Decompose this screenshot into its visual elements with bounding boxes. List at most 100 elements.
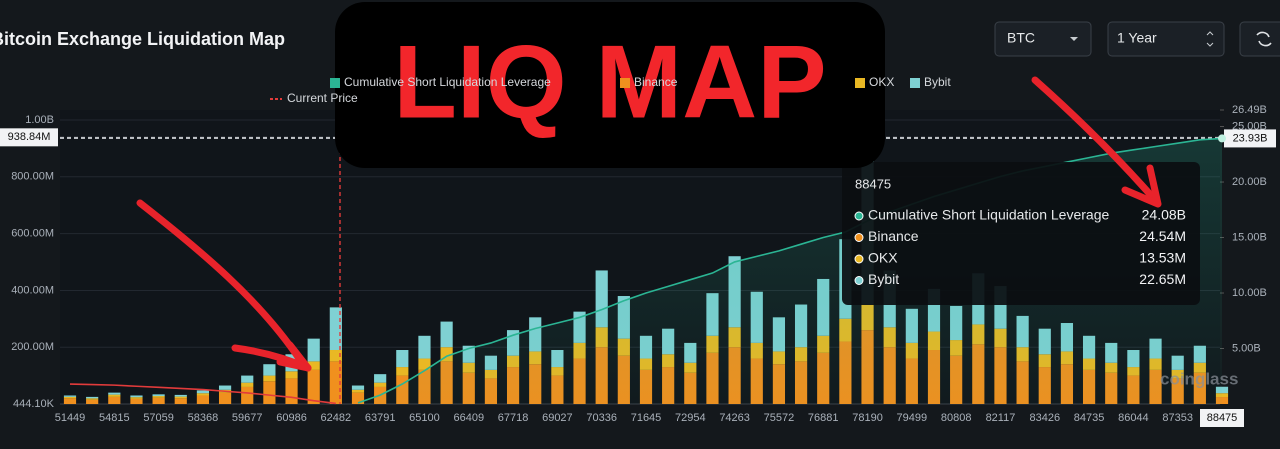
legend-swatch [330,78,340,88]
bar [307,369,320,404]
arrow [231,344,312,372]
tooltip-title: 88475 [855,176,891,191]
x-tick-label: 82117 [986,412,1016,424]
bar [440,321,453,348]
x-tick-label: 66409 [453,412,484,424]
x-tick-label: 80808 [941,412,972,424]
tooltip-label: Binance [868,228,919,244]
tooltip-dot [854,276,864,285]
bar [241,382,254,387]
tooltip-dot [854,211,864,221]
bar [108,396,121,404]
bar [152,394,165,397]
x-tick-label: 83426 [1029,412,1060,424]
select-box[interactable] [1107,21,1225,57]
range-select[interactable]: 1 Year [1107,21,1225,57]
legend-swatch [620,78,630,88]
bar [351,389,365,393]
bar [285,378,298,404]
tooltip-value: 24.08B [1142,207,1186,223]
watermark: coinglass [1160,369,1238,388]
bar [86,399,99,404]
bar [174,396,187,399]
coin-select[interactable]: BTC [994,21,1092,57]
bar [263,364,276,376]
bar [86,398,99,400]
tooltip: 88475 Cumulative Short Liquidation Lever… [842,162,1200,305]
bar [374,382,387,387]
bar [329,307,342,351]
bar [130,397,143,399]
select-text[interactable]: 1 Year [1117,30,1157,46]
bar [263,375,276,382]
x-tick-label: 71645 [631,412,662,424]
bar [307,338,320,362]
bar [86,396,99,399]
y-marker-label: 938.84M [8,131,51,143]
tooltip-label: Cumulative Short Liquidation Leverage [868,207,1109,223]
y2-tick-label: 5.00B [1232,342,1261,354]
legend-swatch [855,78,865,88]
legend-label: Binance [634,75,678,89]
tooltip-dot [854,254,864,264]
bar [218,385,232,390]
x-tick-label: 70336 [586,412,617,424]
bar [63,395,77,397]
bar [174,394,187,397]
bar [418,335,431,359]
bar [108,392,121,395]
x-tick-label: 76881 [808,412,839,424]
x-tick-label: 63791 [365,412,396,424]
annotation-arrows [136,76,1162,372]
x-tick-label: 75572 [764,412,795,424]
arrow [136,199,304,364]
x-tick-label: 51449 [55,412,86,424]
x-tick-label: 60986 [276,412,307,424]
refresh-icon [1256,31,1272,47]
bar [329,361,342,404]
caret [1070,37,1078,41]
bar [351,385,365,390]
x-tick-label: 65100 [409,412,440,424]
y-tick-label: 444.10K [13,398,55,410]
select-text[interactable]: BTC [1007,30,1035,46]
y-tick-label: 400.00M [11,284,54,296]
bar [351,392,365,404]
end-dot [1218,134,1226,143]
bar [196,390,210,394]
x-tick-label: 57059 [143,412,174,424]
select-box[interactable] [994,21,1092,57]
bar [174,398,187,404]
tooltip-label: Bybit [868,271,899,287]
y2-tick-label: 10.00B [1232,287,1267,299]
x-tick-label: 86044 [1118,412,1149,424]
bar [152,396,165,398]
x-tick-label: 72954 [675,412,706,424]
bar [263,381,276,404]
tooltip-label: OKX [868,250,898,266]
caret [1206,31,1214,47]
tooltip-value: 13.53M [1139,250,1186,266]
bar [196,395,210,404]
y-tick-label: 600.00M [11,228,54,240]
x-tick-label: 54815 [99,412,130,424]
button-box[interactable] [1239,21,1280,57]
overlay-box [335,2,885,168]
legend-label: OKX [869,75,894,89]
legend-label: Cumulative Short Liquidation Leverage [344,75,551,89]
bar [63,396,77,399]
bar [241,375,254,383]
x-tick-label: 62482 [321,412,352,424]
bar [396,367,409,376]
y2-tick-label: 26.49B [1232,104,1267,116]
y2-tick-label: 20.00B [1232,176,1267,188]
bar [130,398,143,404]
y-tick-label: 1.00B [25,114,54,126]
line [69,383,336,405]
bar [418,358,431,370]
refresh-button[interactable] [1239,21,1280,57]
x-tick-label: 88475 [1207,412,1238,424]
bar [285,371,298,379]
bar [152,397,165,404]
